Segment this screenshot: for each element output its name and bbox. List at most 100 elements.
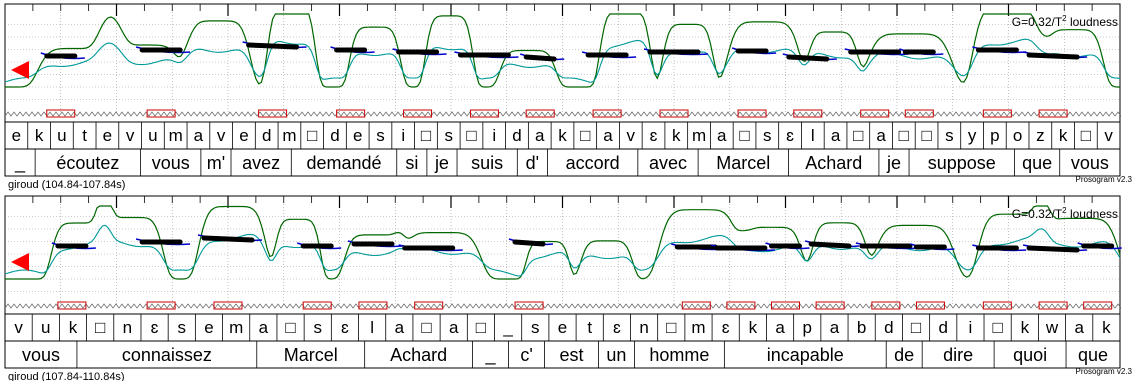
phone-label: a — [876, 126, 886, 145]
phone-label: n — [123, 318, 132, 337]
word-label: de — [894, 345, 914, 365]
stylized-tone — [1026, 52, 1080, 60]
phone-label: a — [830, 318, 840, 337]
word-label: que — [1022, 153, 1052, 173]
params-suffix: loudness — [1067, 15, 1118, 29]
nucleus-box — [358, 301, 388, 310]
phone-label: a — [449, 318, 459, 337]
phone-label: d — [884, 318, 893, 337]
nucleus-strip — [4, 111, 1122, 117]
word-label: homme — [649, 345, 709, 365]
phone-label: v — [627, 126, 636, 145]
phone-label: □ — [285, 318, 295, 337]
phone-label: i — [969, 318, 973, 337]
nucleus-box — [737, 109, 767, 118]
phone-label: s — [945, 126, 954, 145]
phone-label: a — [717, 126, 727, 145]
loudness-curve — [5, 205, 1121, 280]
phone-label: a — [603, 126, 613, 145]
phone-label: □ — [95, 318, 105, 337]
nucleus-box — [57, 301, 87, 310]
phone-label: a — [259, 318, 269, 337]
params-label: G=0.32/T2 loudness — [1012, 206, 1118, 221]
phone-label: i — [492, 126, 496, 145]
phone-label: k — [558, 126, 567, 145]
phone-label: u — [57, 126, 66, 145]
loudness-curve — [5, 13, 1120, 88]
phone-label: □ — [466, 126, 476, 145]
phone-label: a — [775, 318, 785, 337]
version-label: Prosogram v2.3 — [1076, 367, 1133, 376]
phone-label: l — [370, 318, 374, 337]
word-label: vous — [22, 345, 60, 365]
stylized-tone — [808, 241, 852, 249]
nucleus-box — [514, 301, 544, 310]
params-suffix: loudness — [1067, 207, 1118, 221]
phone-label: ɛ — [613, 318, 621, 337]
stylized-tone — [512, 239, 546, 247]
panel-caption: giroud (104.84-107.84s) — [8, 179, 125, 191]
phone-label: k — [35, 126, 44, 145]
phone-label: p — [803, 318, 812, 337]
phone-label: k — [1102, 318, 1111, 337]
phone-label: ɛ — [151, 318, 159, 337]
phone-label: m — [169, 126, 183, 145]
reference-marker — [11, 253, 29, 271]
nucleus-box — [860, 109, 890, 118]
phone-label: p — [990, 126, 999, 145]
nucleus-box — [815, 301, 845, 310]
word-label: vous — [1071, 153, 1109, 173]
phone-label: s — [178, 318, 187, 337]
panel-caption: giroud (107.84-110.84s) — [8, 371, 125, 381]
intensity-curve — [4, 38, 1121, 83]
phone-label: □ — [992, 318, 1002, 337]
nucleus-box — [258, 109, 288, 118]
phone-label: e — [12, 126, 21, 145]
word-label: accord — [566, 153, 620, 173]
word-label: Marcel — [284, 345, 338, 365]
phone-label: m — [229, 318, 243, 337]
phone-label: e — [204, 318, 213, 337]
phone-label: a — [535, 126, 545, 145]
word-label: avez — [242, 153, 280, 173]
phone-label: a — [831, 126, 841, 145]
word-label: _ — [485, 345, 497, 366]
phone-label: □ — [899, 126, 909, 145]
nucleus-box — [871, 301, 901, 310]
phone-label: s — [531, 318, 540, 337]
word-label: Achard — [390, 345, 447, 365]
phone-label: e — [353, 126, 362, 145]
phone-label: l — [811, 126, 815, 145]
phone-label: b — [857, 318, 866, 337]
phone-label: k — [69, 318, 78, 337]
nucleus-box — [146, 109, 176, 118]
word-label: je — [886, 153, 901, 173]
stylized-tone — [201, 235, 255, 243]
phone-label: ɛ — [650, 126, 658, 145]
nucleus-box — [904, 109, 934, 118]
params-text: G=0.32/T — [1012, 15, 1063, 29]
phone-label: v — [217, 126, 226, 145]
phone-label: d — [330, 126, 339, 145]
phone-label: z — [1036, 126, 1045, 145]
nucleus-box — [681, 301, 711, 310]
nucleus-box — [525, 109, 555, 118]
phone-label: □ — [911, 318, 921, 337]
nucleus-box — [302, 301, 332, 310]
word-label: quoi — [1013, 345, 1047, 365]
nucleus-box — [982, 301, 1012, 310]
params-superscript: 2 — [1062, 206, 1067, 215]
phone-label: k — [672, 126, 681, 145]
word-label: Achard — [805, 153, 862, 173]
phone-label: v — [1104, 126, 1113, 145]
word-label: écoutez — [56, 153, 119, 173]
phone-label: m — [691, 318, 705, 337]
word-label: c' — [520, 345, 532, 365]
nucleus-box — [336, 109, 366, 118]
nucleus-box — [1038, 301, 1068, 310]
phone-label: e — [239, 126, 248, 145]
word-label: un — [606, 345, 626, 365]
phone-label: d — [262, 126, 271, 145]
